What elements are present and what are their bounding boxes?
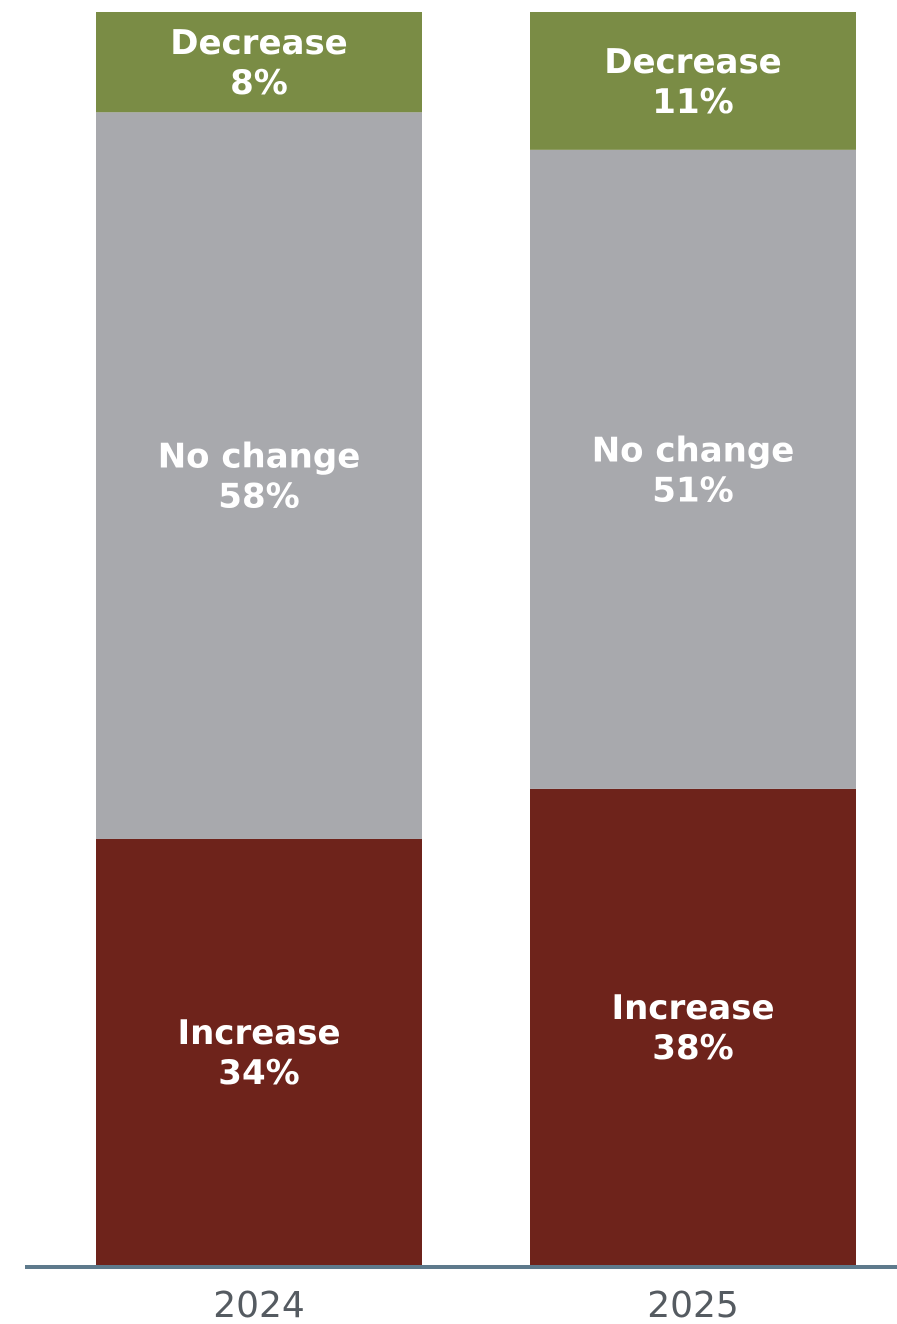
data-label-increase-2024: 34% [218, 1053, 299, 1093]
bar-segment-increase-2025 [530, 788, 856, 1265]
bar-segment-decrease-2024 [96, 12, 422, 113]
series-label-increase-2025: Increase [611, 988, 774, 1028]
series-label-increase-2024: Increase [177, 1013, 340, 1053]
x-tick-label-2025: 2025 [647, 1285, 739, 1324]
series-label-decrease-2025: Decrease [604, 42, 782, 82]
data-label-increase-2025: 38% [652, 1028, 733, 1068]
bar-segment-increase-2024 [96, 838, 422, 1265]
bar-segment-decrease-2025 [530, 12, 856, 150]
series-label-no-change-2024: No change [158, 437, 361, 477]
data-label-no-change-2024: 58% [218, 477, 299, 517]
series-label-no-change-2025: No change [592, 430, 795, 470]
bar-segment-no-change-2025 [530, 149, 856, 789]
data-label-no-change-2025: 51% [652, 470, 733, 510]
data-label-decrease-2024: 8% [230, 63, 288, 103]
data-label-decrease-2025: 11% [652, 82, 733, 122]
x-axis-ticks: 2024 2025 [213, 1285, 739, 1324]
bar-segment-no-change-2024 [96, 112, 422, 839]
series-label-decrease-2024: Decrease [170, 23, 348, 63]
x-tick-label-2024: 2024 [213, 1285, 305, 1324]
